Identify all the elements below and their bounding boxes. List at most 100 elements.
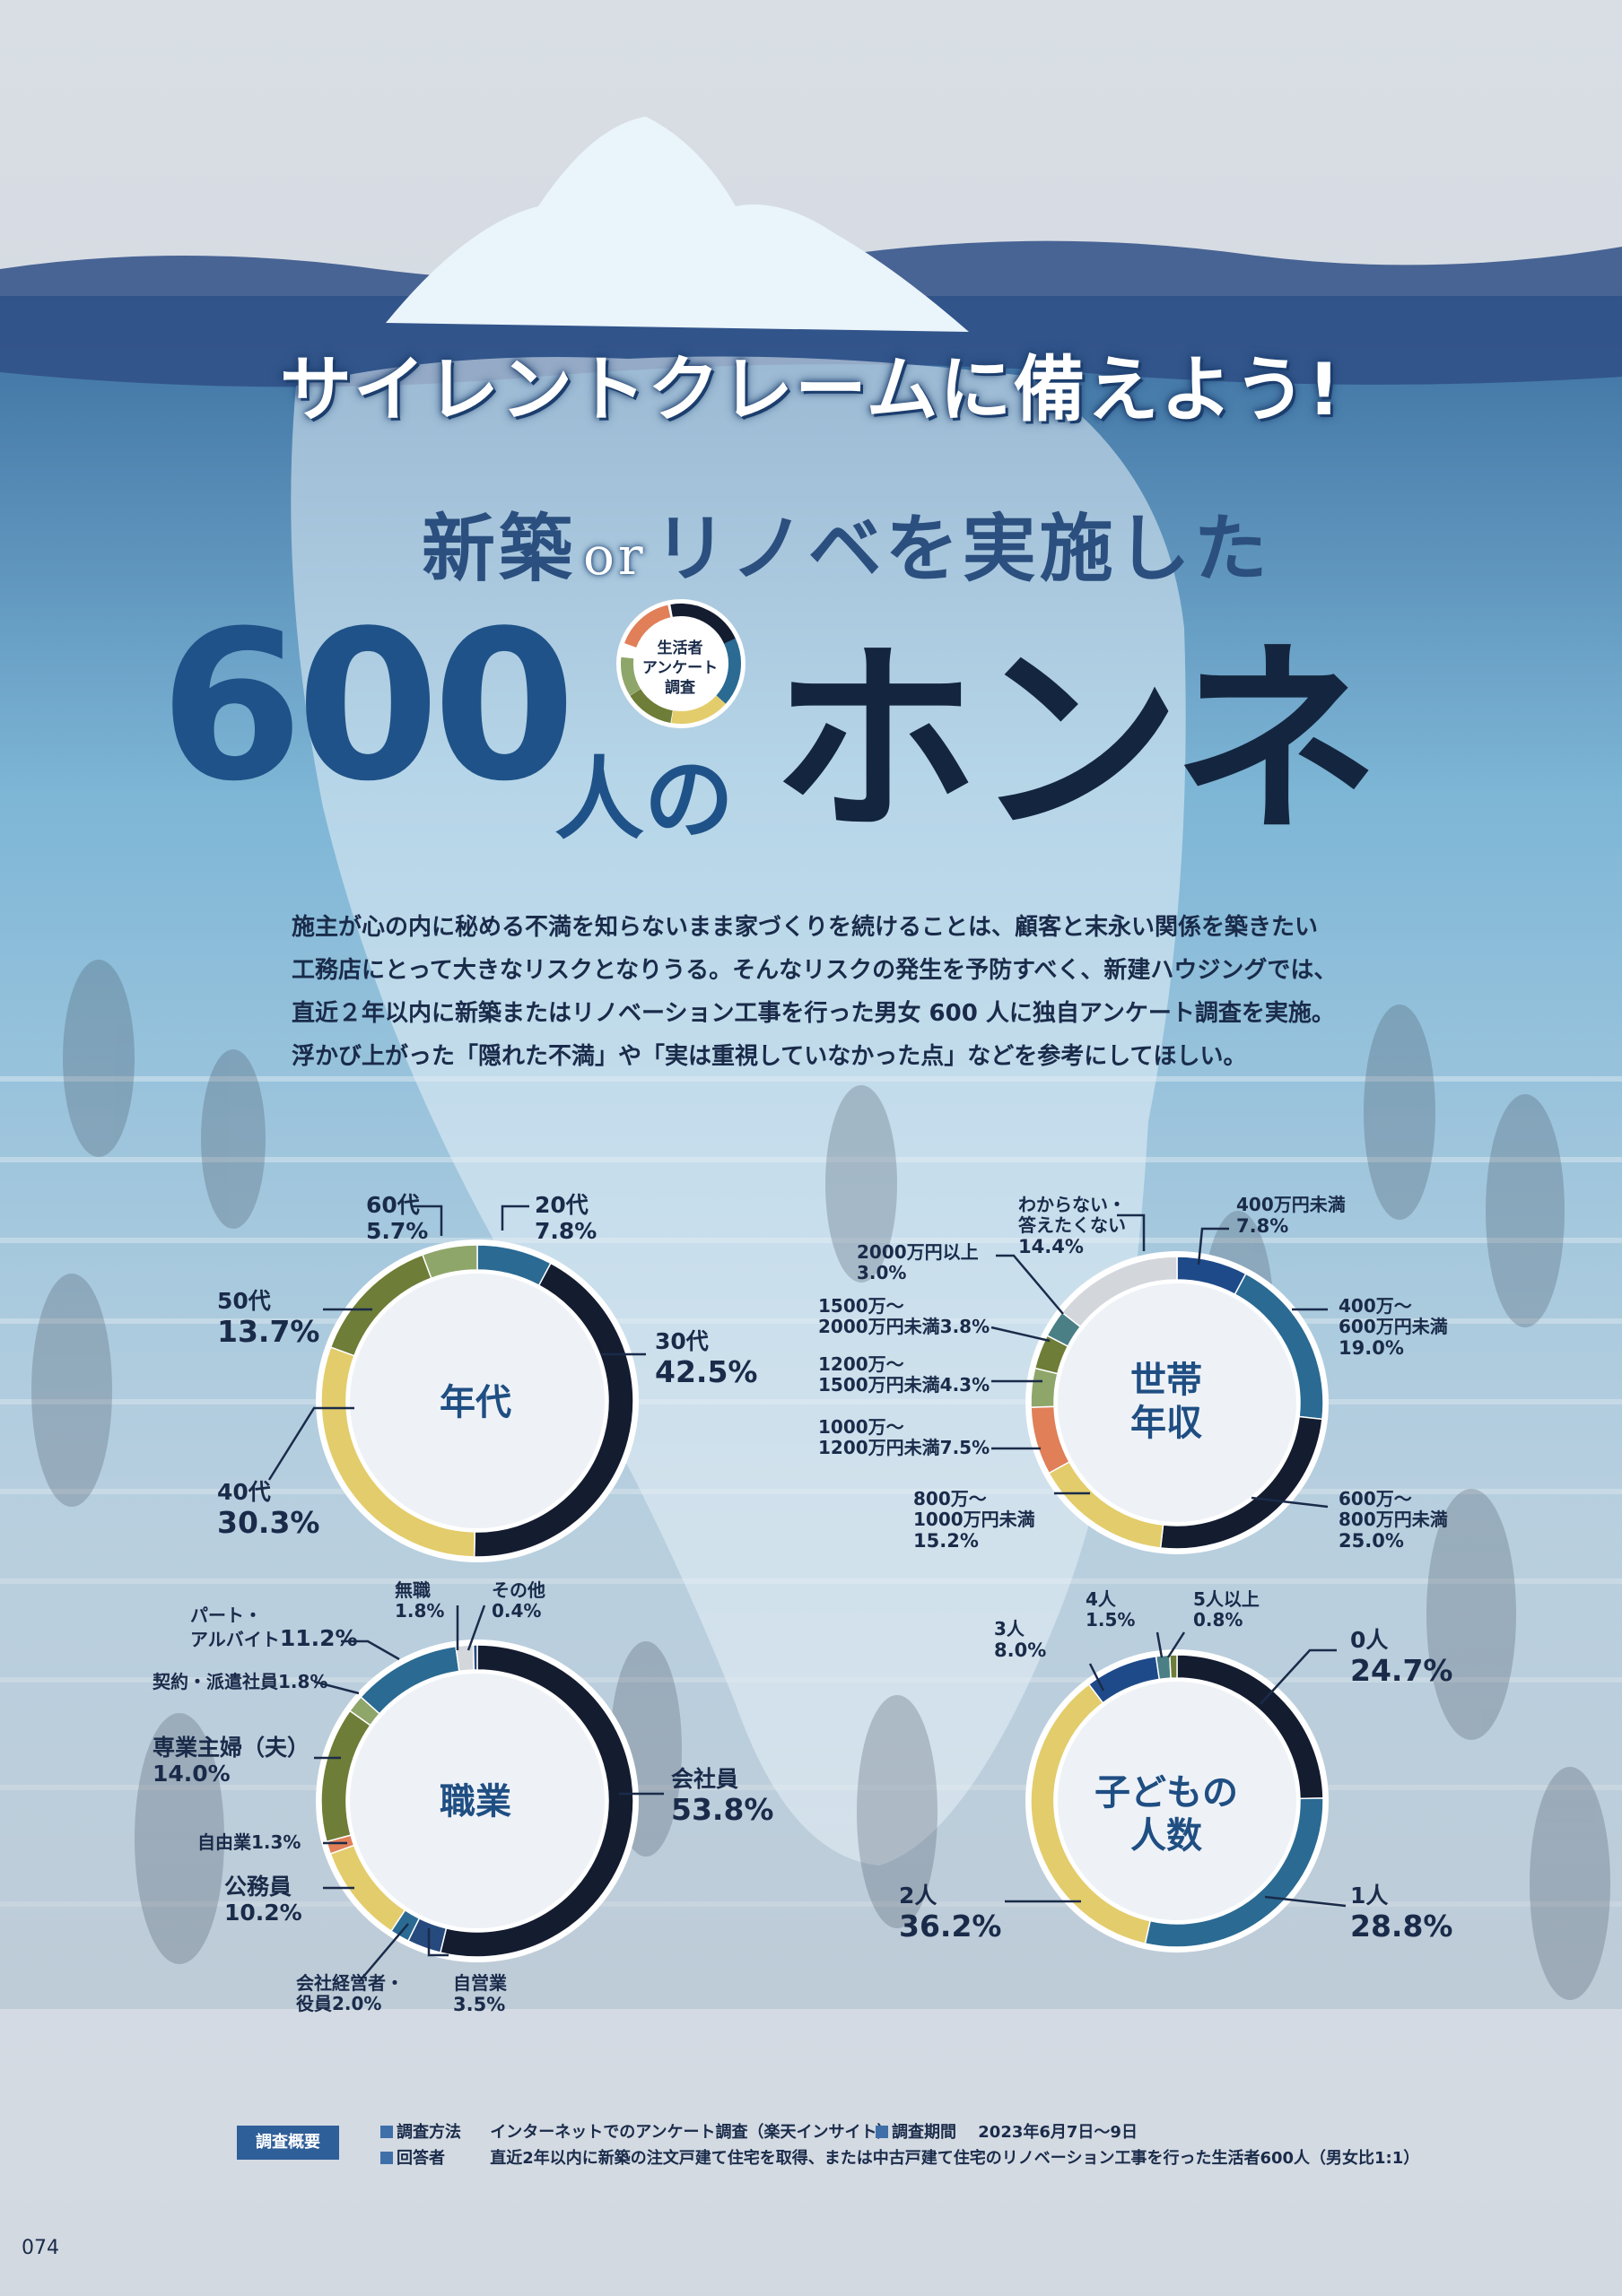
- label-category: パート・: [190, 1605, 262, 1626]
- leader-job-parttime: [341, 1639, 400, 1661]
- label-category: その他: [492, 1579, 545, 1601]
- label-value: 1.8%: [395, 1600, 445, 1622]
- label-value: 14.0%: [153, 1760, 231, 1787]
- label-age-40: 40代 30.3%: [217, 1479, 320, 1540]
- label-category: 2000万円以上: [857, 1241, 979, 1263]
- leader-kids-4: [1155, 1631, 1164, 1658]
- title-honne: ホンネ: [772, 622, 1379, 862]
- leader-age-60: [413, 1205, 443, 1236]
- survey-respondent: 回答者 直近2年以内に新築の注文戸建て住宅を取得、または中古戸建て住宅のリノベー…: [380, 2145, 1419, 2169]
- label-category: 5人以上: [1193, 1588, 1260, 1610]
- label-value: 1.8%: [278, 1671, 328, 1692]
- label-job-civil: 公務員 10.2%: [224, 1874, 302, 1926]
- leader-job-contract: [313, 1680, 360, 1695]
- label-value: 15.2%: [913, 1530, 979, 1552]
- label-value: 11.2%: [279, 1625, 358, 1651]
- label-job-none: 無職 1.8%: [395, 1580, 444, 1622]
- square-bullet-icon: [876, 2126, 888, 2138]
- label-age-50: 50代 13.7%: [217, 1288, 320, 1349]
- label-job-exec: 会社経営者・ 役員2.0%: [296, 1973, 404, 2014]
- badge-line1: 生活者: [657, 639, 703, 657]
- survey-method-label: 調査方法: [397, 2123, 461, 2142]
- subheadline-or: or: [583, 526, 647, 587]
- donut-center: [350, 1674, 605, 1928]
- title-hito: 人の: [554, 747, 734, 852]
- badge-line3: 調査: [665, 679, 695, 697]
- center-label-income: 世帯 年収: [1077, 1359, 1256, 1445]
- label-value: 4.3%: [939, 1374, 990, 1396]
- label-category: 1000万～: [818, 1416, 904, 1438]
- label-income-400-600: 400万～ 600万円未満 19.0%: [1339, 1295, 1448, 1360]
- donut-slice-60代: [422, 1244, 478, 1280]
- label-category-2: 役員: [296, 1993, 332, 2014]
- leader-job-selfemp: [427, 1928, 449, 1957]
- label-job-selfemp: 自営業 3.5%: [453, 1972, 507, 2016]
- label-value: 30.3%: [217, 1504, 320, 1540]
- label-value: 8.0%: [994, 1639, 1047, 1661]
- donut-job: [316, 1639, 639, 1962]
- subheadline-post: リノベを実施した: [653, 507, 1271, 592]
- donut-kids: [1025, 1649, 1329, 1952]
- label-kids-2: 2人 36.2%: [899, 1883, 1002, 1944]
- label-category: 1500万～: [818, 1295, 904, 1317]
- label-category: 40代: [217, 1479, 271, 1505]
- label-value: 25.0%: [1339, 1530, 1404, 1552]
- center-label-kids: 子どもの 人数: [1059, 1771, 1274, 1857]
- leader-income-600-800: [1251, 1496, 1329, 1509]
- leader-income-400: [1197, 1227, 1229, 1265]
- leader-age-20: [501, 1205, 529, 1231]
- label-value: 53.8%: [671, 1791, 774, 1827]
- title-number: 600: [160, 587, 576, 827]
- label-value: 24.7%: [1350, 1652, 1453, 1688]
- label-value: 7.8%: [1236, 1215, 1289, 1237]
- label-category: 1人: [1350, 1883, 1389, 1909]
- label-category: 自営業: [453, 1972, 507, 1994]
- label-category-2: 1000万円未満: [913, 1509, 1035, 1530]
- label-kids-5: 5人以上 0.8%: [1193, 1589, 1260, 1631]
- crowd-silhouettes: [31, 960, 1610, 2000]
- label-category: 800万～: [913, 1488, 987, 1509]
- label-value: 7.8%: [535, 1217, 597, 1244]
- label-job-other: その他 0.4%: [492, 1580, 545, 1622]
- label-value: 42.5%: [655, 1353, 758, 1389]
- label-category-2: アルバイト: [190, 1629, 280, 1650]
- donut-center: [350, 1274, 605, 1528]
- label-age-60: 60代 5.7%: [366, 1192, 429, 1245]
- lead-line: 浮かび上がった「隠れた不満」や「実は重視していなかった点」などを参考にしてほしい…: [292, 1043, 1247, 1070]
- label-job-contract: 契約・派遣社員1.8%: [153, 1672, 327, 1692]
- label-value: 2.0%: [332, 1993, 382, 2014]
- survey-overview-tag: 調査概要: [237, 2126, 339, 2160]
- label-value: 19.0%: [1339, 1337, 1404, 1359]
- label-value: 7.5%: [939, 1437, 990, 1458]
- survey-method-value: インターネットでのアンケート調査（楽天インサイト）: [490, 2123, 894, 2142]
- label-category: 400万円未満: [1236, 1194, 1346, 1215]
- label-value: 1.3%: [251, 1831, 301, 1853]
- leader-income-1500-2000: [990, 1326, 1051, 1343]
- label-category: 400万～: [1339, 1295, 1412, 1317]
- label-value: 13.7%: [217, 1313, 320, 1349]
- label-category: 会社経営者・: [296, 1972, 404, 1994]
- label-income-400: 400万円未満 7.8%: [1236, 1194, 1346, 1238]
- survey-period: 調査期間 2023年6月7日～9日: [876, 2119, 1138, 2143]
- survey-respondent-value: 直近2年以内に新築の注文戸建て住宅を取得、または中古戸建て住宅のリノベーション工…: [490, 2149, 1420, 2168]
- label-income-800-1000: 800万～ 1000万円未満 15.2%: [913, 1489, 1035, 1552]
- leader-kids-5: [1166, 1631, 1186, 1658]
- leader-kids-1: [1264, 1895, 1347, 1908]
- badge-line2: アンケート: [641, 659, 719, 677]
- label-income-1200-1500: 1200万～ 1500万円未満4.3%: [818, 1354, 990, 1396]
- label-job-freelance: 自由業1.3%: [197, 1832, 301, 1853]
- center-label-job: 職業: [440, 1781, 511, 1822]
- label-category: 50代: [217, 1288, 271, 1314]
- donut-slice-その他: [472, 1644, 478, 1671]
- label-category-2: 1200万円未満: [818, 1437, 940, 1458]
- survey-period-value: 2023年6月7日～9日: [978, 2123, 1138, 2142]
- label-age-20: 20代 7.8%: [535, 1192, 597, 1245]
- center-label-kids-1: 子どもの: [1094, 1772, 1238, 1813]
- lead-paragraph: 施主が心の内に秘める不満を知らないまま家づくりを続けることは、顧客と末永い関係を…: [292, 906, 1395, 1078]
- label-category: 3人: [994, 1618, 1025, 1639]
- leader-income-2000: [996, 1254, 1064, 1315]
- leader-job-other: [467, 1605, 486, 1651]
- leader-job-exec: [358, 1923, 409, 1983]
- label-value: 5.7%: [366, 1217, 429, 1244]
